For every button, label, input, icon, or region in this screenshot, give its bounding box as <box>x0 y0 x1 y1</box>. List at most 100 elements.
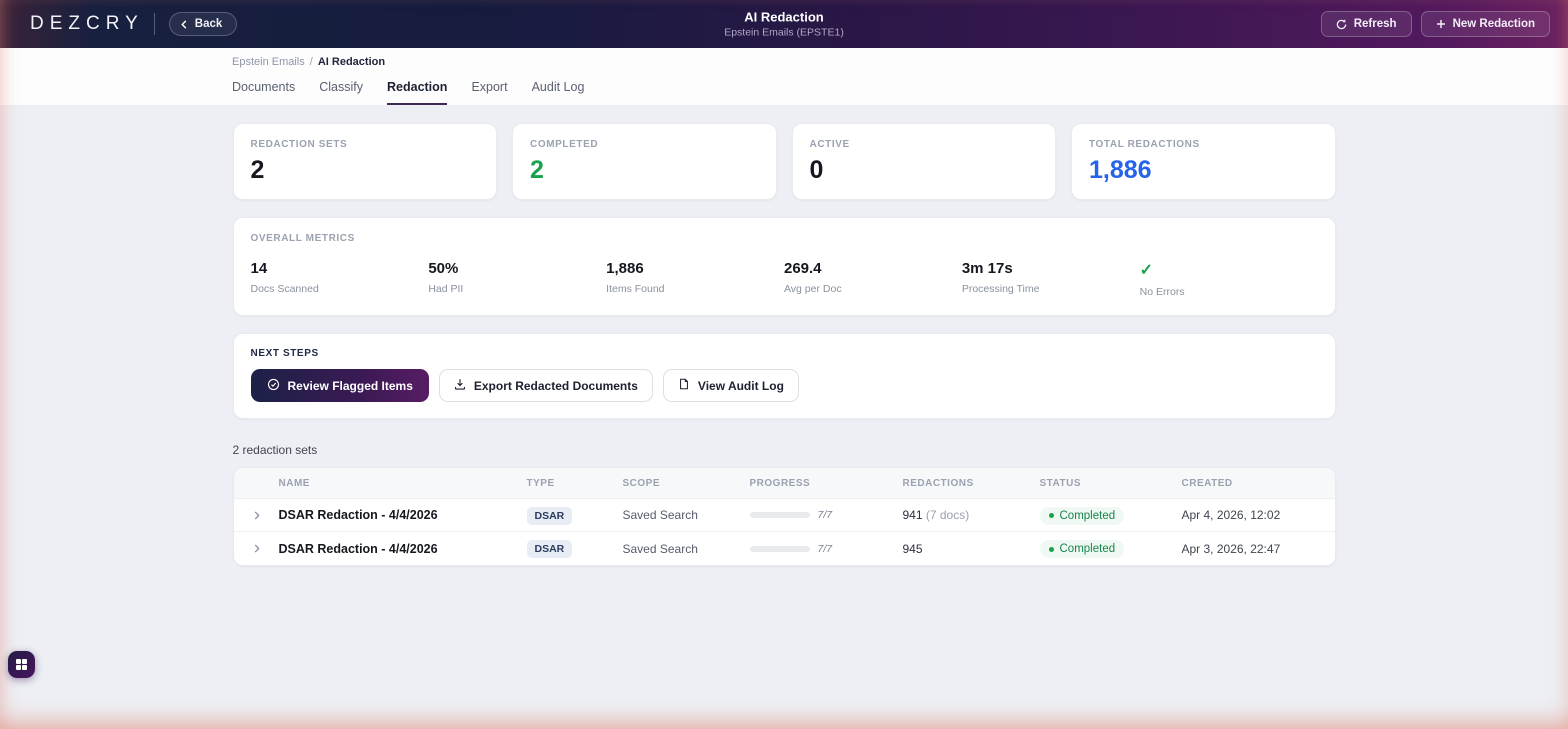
tab-redaction[interactable]: Redaction <box>387 80 448 105</box>
created-cell: Apr 4, 2026, 12:02 <box>1181 508 1281 522</box>
status-dot-icon <box>1048 513 1054 519</box>
refresh-button-label: Refresh <box>1353 18 1397 30</box>
redactions-count: 945 <box>902 541 923 556</box>
breadcrumb-current: AI Redaction <box>317 56 386 68</box>
stats-row: REDACTION SETS 2 COMPLETED 2 ACTIVE 0 TO… <box>232 123 1336 200</box>
export-redacted-documents-button[interactable]: Export Redacted Documents <box>438 369 653 402</box>
view-audit-log-button[interactable]: View Audit Log <box>662 369 799 402</box>
column-header-status: STATUS <box>1039 477 1082 489</box>
metric-items-found: 1,886 Items Found <box>606 260 784 298</box>
table-row[interactable]: DSAR Redaction - 4/4/2026 DSAR Saved Sea… <box>233 499 1335 532</box>
back-button[interactable]: Back <box>168 12 238 36</box>
metric-value: 1,886 <box>606 260 644 277</box>
stat-card-active: ACTIVE 0 <box>791 123 1056 200</box>
status-cell: Completed <box>1039 539 1182 559</box>
metric-value: 3m 17s <box>961 260 1013 277</box>
progress-bar <box>749 512 810 518</box>
breadcrumb: Epstein Emails / AI Redaction <box>232 48 1568 68</box>
metric-label: Items Found <box>606 283 665 295</box>
metric-value: 14 <box>250 260 268 277</box>
refresh-button[interactable]: Refresh <box>1320 11 1412 37</box>
status-text: Completed <box>1059 543 1116 556</box>
breadcrumb-separator: / <box>309 56 313 68</box>
metric-label: Docs Scanned <box>250 283 319 295</box>
redactions-note: (7 docs) <box>925 508 970 522</box>
status-text: Completed <box>1059 509 1116 522</box>
redactions-cell: 945 <box>903 542 1040 556</box>
stat-card-redaction-sets: REDACTION SETS 2 <box>232 123 497 200</box>
next-steps-card: NEXT STEPS Review Flagged Items Export R… <box>232 333 1336 419</box>
review-flagged-items-label: Review Flagged Items <box>287 378 413 393</box>
redaction-sets-count: 2 redaction sets <box>232 443 318 457</box>
metric-label: Avg per Doc <box>783 283 842 295</box>
expand-chevron-icon[interactable] <box>234 544 279 553</box>
column-header-name: NAME <box>278 477 310 489</box>
page-title: AI Redaction <box>744 9 824 25</box>
status-dot-icon <box>1048 546 1054 552</box>
type-badge: DSAR <box>526 540 573 558</box>
subheader: Epstein Emails / AI Redaction Documents … <box>0 48 1568 105</box>
new-redaction-button[interactable]: New Redaction <box>1420 11 1550 37</box>
metric-value: 269.4 <box>783 260 822 277</box>
tab-documents[interactable]: Documents <box>232 80 296 94</box>
download-icon <box>454 378 466 393</box>
redactions-count: 941 <box>902 508 923 522</box>
view-audit-log-label: View Audit Log <box>697 378 784 393</box>
stat-value: 2 <box>250 156 265 184</box>
status-cell: Completed <box>1039 505 1182 525</box>
stat-label: TOTAL REDACTIONS <box>1089 139 1200 150</box>
scope-cell: Saved Search <box>622 541 698 556</box>
file-icon <box>678 378 690 393</box>
redactions-cell: 941 (7 docs) <box>903 508 1040 522</box>
breadcrumb-parent-link[interactable]: Epstein Emails <box>232 56 305 68</box>
page-subtitle: Epstein Emails (EPSTE1) <box>724 26 844 39</box>
column-header-progress: PROGRESS <box>749 477 811 489</box>
overall-metrics-card: OVERALL METRICS 14 Docs Scanned 50% Had … <box>232 217 1336 316</box>
type-cell: DSAR <box>526 539 623 558</box>
tab-export[interactable]: Export <box>471 80 508 94</box>
stat-card-completed: COMPLETED 2 <box>512 123 777 200</box>
column-header-created: CREATED <box>1181 477 1233 489</box>
stat-label: ACTIVE <box>809 139 850 150</box>
app-launcher-button[interactable] <box>8 651 35 678</box>
review-flagged-items-button[interactable]: Review Flagged Items <box>250 369 429 402</box>
app-logo: DEZCRY <box>30 13 144 34</box>
overall-metrics-title: OVERALL METRICS <box>250 233 355 244</box>
stat-label: COMPLETED <box>530 139 599 150</box>
progress-cell: 7/7 <box>749 542 903 555</box>
check-circle-icon <box>267 378 280 394</box>
stat-card-total-redactions: TOTAL REDACTIONS 1,886 <box>1071 123 1336 200</box>
expand-chevron-icon[interactable] <box>234 510 279 520</box>
tab-bar: Documents Classify Redaction Export Audi… <box>232 80 1568 105</box>
grid-icon <box>15 658 28 671</box>
stat-value: 0 <box>809 156 824 184</box>
app-header: DEZCRY Back AI Redaction Epstein Emails … <box>0 0 1568 48</box>
metric-label: Processing Time <box>961 283 1040 295</box>
metric-processing-time: 3m 17s Processing Time <box>962 260 1140 298</box>
metric-no-errors: ✓ No Errors <box>1140 260 1318 298</box>
redaction-set-name: DSAR Redaction - 4/4/2026 <box>278 541 438 556</box>
refresh-icon <box>1336 19 1347 30</box>
stat-label: REDACTION SETS <box>250 139 348 150</box>
check-icon: ✓ <box>1139 262 1154 279</box>
chevron-left-icon <box>180 19 189 29</box>
redaction-set-name: DSAR Redaction - 4/4/2026 <box>278 508 438 522</box>
metric-docs-scanned: 14 Docs Scanned <box>251 260 429 298</box>
table-header-row: NAME TYPE SCOPE PROGRESS REDACTIONS STAT… <box>233 468 1335 499</box>
metrics-grid: 14 Docs Scanned 50% Had PII 1,886 Items … <box>251 260 1318 298</box>
tab-classify[interactable]: Classify <box>319 80 363 94</box>
stat-value: 1,886 <box>1089 156 1152 184</box>
tab-audit-log[interactable]: Audit Log <box>531 80 585 94</box>
new-redaction-button-label: New Redaction <box>1452 18 1535 30</box>
progress-bar <box>749 545 810 552</box>
table-row[interactable]: DSAR Redaction - 4/4/2026 DSAR Saved Sea… <box>233 532 1335 565</box>
status-badge: Completed <box>1039 506 1125 525</box>
main-content: REDACTION SETS 2 COMPLETED 2 ACTIVE 0 TO… <box>232 105 1336 566</box>
progress-text: 7/7 <box>817 542 833 555</box>
status-badge: Completed <box>1039 540 1125 559</box>
created-cell: Apr 3, 2026, 22:47 <box>1181 541 1281 556</box>
column-header-type: TYPE <box>526 477 555 489</box>
type-cell: DSAR <box>526 506 623 525</box>
metric-had-pii: 50% Had PII <box>428 260 606 298</box>
metric-label: No Errors <box>1139 286 1185 298</box>
